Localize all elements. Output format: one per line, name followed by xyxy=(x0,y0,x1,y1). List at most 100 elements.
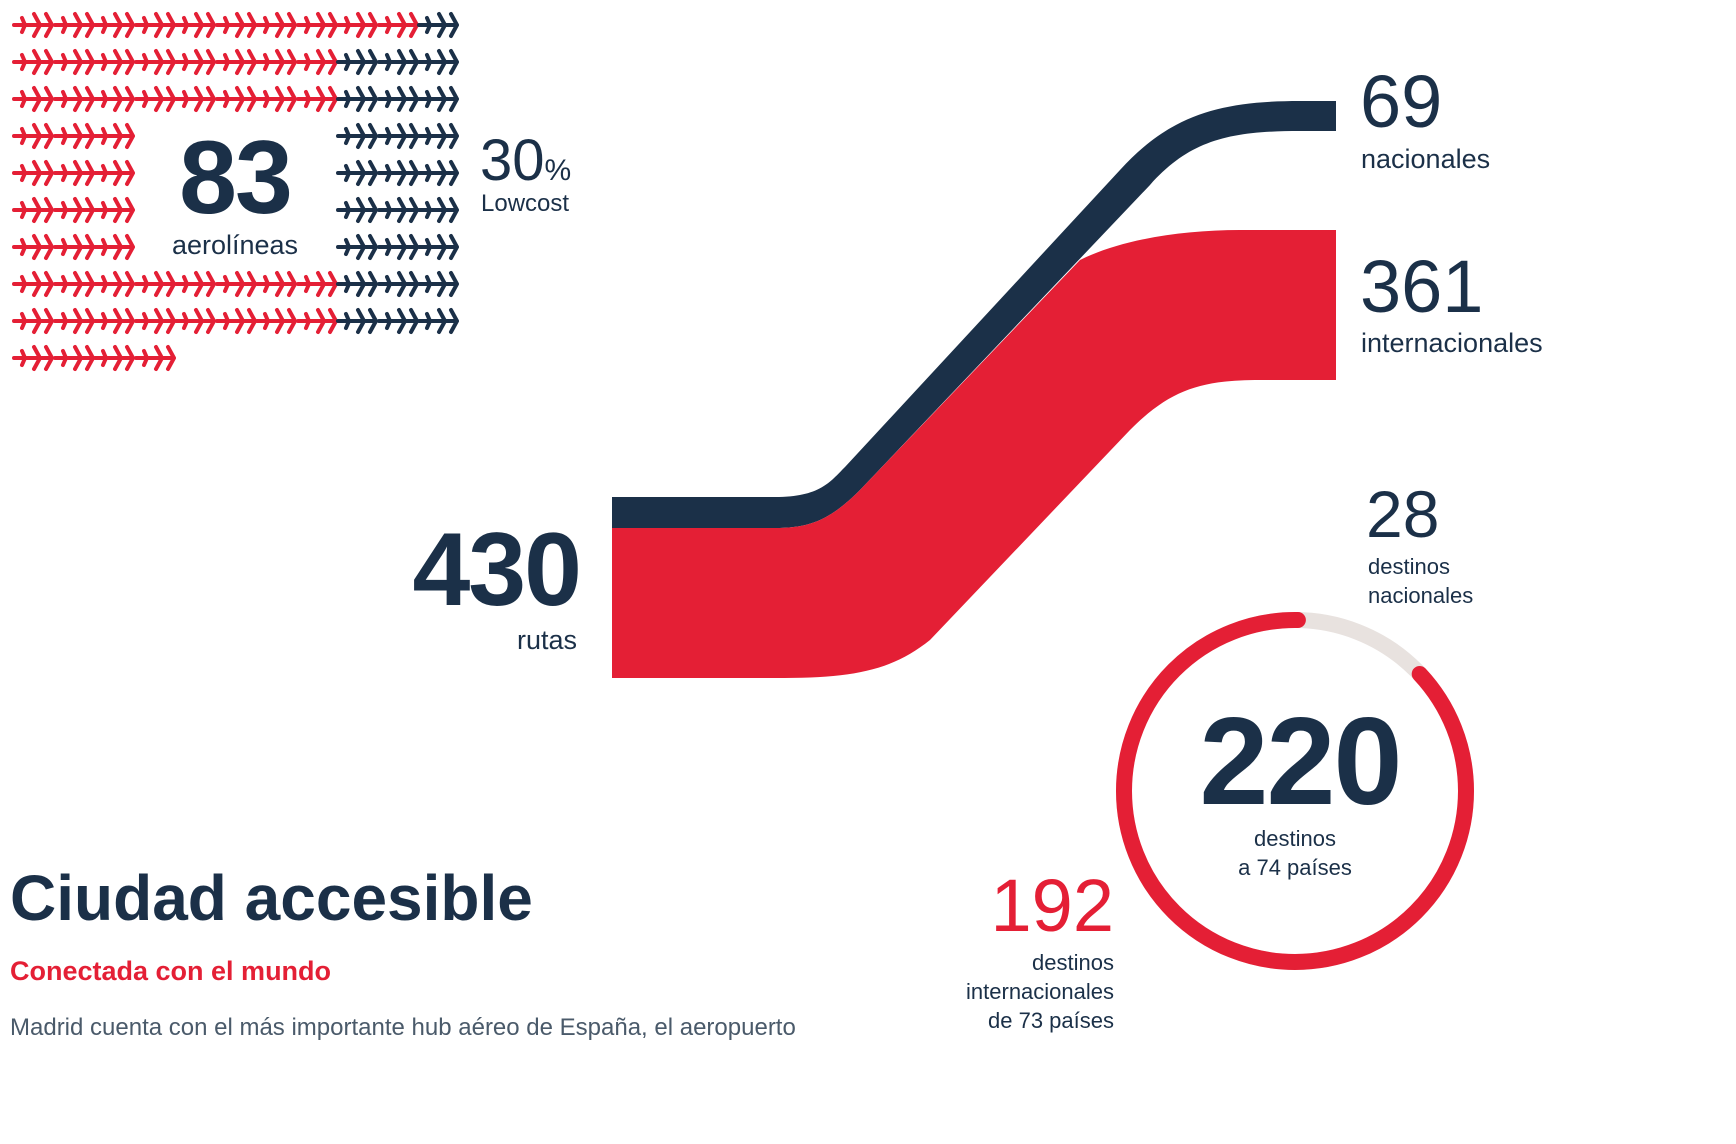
destinations-ring xyxy=(1116,612,1474,970)
routes-domestic-label: nacionales xyxy=(1361,144,1491,174)
airplane-icon xyxy=(133,267,176,301)
airplane-icon xyxy=(174,8,216,42)
airplane-icon xyxy=(336,45,378,79)
airplane-icon xyxy=(93,119,135,153)
routes-total-label: rutas xyxy=(516,625,577,655)
airplane-icon xyxy=(417,193,459,227)
airplane-icon xyxy=(93,341,135,375)
destinations-international-label-2: internacionales xyxy=(966,979,1114,1004)
airplane-icon xyxy=(295,45,338,79)
airplane-icon xyxy=(52,156,95,190)
lowcost-percentage: 30% xyxy=(480,126,571,206)
airplane-icon xyxy=(336,119,378,153)
destinations-domestic-number: 28 xyxy=(1366,477,1440,551)
airplane-icon xyxy=(376,8,419,42)
airplane-icon xyxy=(52,119,95,153)
airplane-icon xyxy=(336,193,378,227)
airplane-icon xyxy=(417,267,459,301)
destinations-total-caption: destinos a 74 países xyxy=(1150,824,1440,882)
airplane-icon xyxy=(174,82,216,116)
airplane-icon xyxy=(255,304,297,338)
airplane-icon xyxy=(417,8,459,42)
airplane-icon xyxy=(376,304,419,338)
airplane-icon xyxy=(12,45,54,79)
airplane-icon xyxy=(376,267,419,301)
airplane-icon xyxy=(295,82,338,116)
airplane-icon xyxy=(376,230,419,264)
airplane-icon xyxy=(376,82,419,116)
section-subtitle: Conectada con el mundo xyxy=(10,956,332,986)
airplane-icon xyxy=(376,156,419,190)
destinations-international-number: 192 xyxy=(990,864,1114,947)
airplane-icon xyxy=(214,8,257,42)
routes-international-label: internacionales xyxy=(1361,328,1543,358)
airplane-icon xyxy=(133,8,176,42)
destinations-international-label-1: destinos xyxy=(1032,950,1114,975)
destinations-total-label-2: a 74 países xyxy=(1238,855,1352,880)
airplane-icon xyxy=(93,193,135,227)
airplane-icon xyxy=(336,230,378,264)
airplane-icon xyxy=(376,45,419,79)
airplane-icon xyxy=(174,304,216,338)
airplane-icon xyxy=(255,45,297,79)
airlines-label: aerolíneas xyxy=(171,230,299,260)
international-routes-band xyxy=(612,230,1336,678)
airplane-icon xyxy=(12,119,54,153)
destinations-international-label-3: de 73 países xyxy=(988,1008,1114,1033)
airplane-icon xyxy=(93,230,135,264)
airplane-icon xyxy=(255,267,297,301)
routes-total-number: 430 xyxy=(412,512,582,628)
destinations-domestic-label-2: nacionales xyxy=(1368,583,1474,608)
airplane-icon xyxy=(52,8,95,42)
airplane-icon xyxy=(93,45,135,79)
destinations-international-arc xyxy=(1116,612,1474,970)
airplane-icon xyxy=(336,304,378,338)
airplane-icon xyxy=(133,341,176,375)
airplane-icon xyxy=(93,267,135,301)
airline-pictogram-grid xyxy=(0,0,470,390)
airlines-number: 83 xyxy=(179,120,293,236)
airplane-icon xyxy=(336,267,378,301)
airplane-icon xyxy=(417,156,459,190)
airplane-icon xyxy=(93,156,135,190)
destinations-total-number: 220 xyxy=(1199,693,1403,831)
airplane-icon xyxy=(133,45,176,79)
airplane-icon xyxy=(52,304,95,338)
airplane-icon xyxy=(214,82,257,116)
airplane-icon xyxy=(417,230,459,264)
airplane-icon xyxy=(336,156,378,190)
airplane-icon xyxy=(376,193,419,227)
airplane-icon xyxy=(336,82,378,116)
airplane-icon xyxy=(255,8,297,42)
airplane-icon xyxy=(214,267,257,301)
airplane-icon xyxy=(93,304,135,338)
airplane-icon xyxy=(133,304,176,338)
airplane-icon xyxy=(417,82,459,116)
airplane-icon xyxy=(133,82,176,116)
destinations-total-label-1: destinos xyxy=(1254,826,1336,851)
airplane-icon xyxy=(174,267,216,301)
airplane-icon xyxy=(93,82,135,116)
airplane-icon xyxy=(376,119,419,153)
lowcost-label: Lowcost xyxy=(481,190,570,217)
airplane-icon xyxy=(12,156,54,190)
airplane-icon xyxy=(214,304,257,338)
lowcost-unit: % xyxy=(544,154,572,187)
airplane-icon xyxy=(417,304,459,338)
airplane-icon xyxy=(12,82,54,116)
airplane-icon xyxy=(52,45,95,79)
airplane-icon xyxy=(52,267,95,301)
airplane-icon xyxy=(214,45,257,79)
airplane-icon xyxy=(417,119,459,153)
airplane-icon xyxy=(255,82,297,116)
airplane-icon xyxy=(295,8,338,42)
airplane-icon xyxy=(12,230,54,264)
section-title: Ciudad accesible xyxy=(10,862,533,934)
airplane-icon xyxy=(93,8,135,42)
airplane-icon xyxy=(417,45,459,79)
airplane-icon xyxy=(295,304,338,338)
airplane-icon xyxy=(52,82,95,116)
airplane-icon xyxy=(336,8,378,42)
airplane-icon xyxy=(52,230,95,264)
